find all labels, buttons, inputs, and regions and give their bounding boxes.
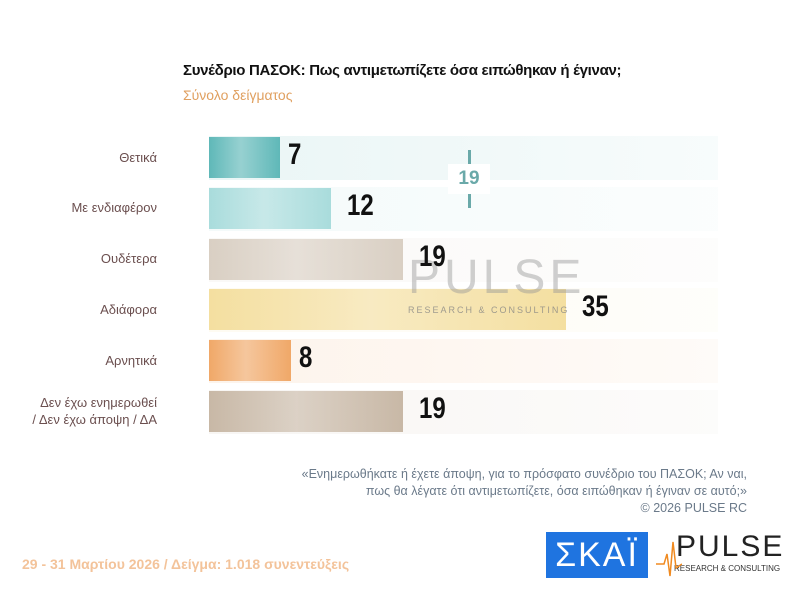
- pulse-logo: PULSE RESEARCH & CONSULTING: [656, 530, 785, 577]
- category-label: Αδιάφορα: [100, 301, 157, 317]
- category-label: Θετικά: [119, 149, 157, 165]
- total-positive-annotation: 19: [448, 150, 490, 208]
- pulse-logo-subtext: RESEARCH & CONSULTING: [674, 564, 781, 573]
- note-line: πως θα λέγατε ότι αντιμετωπίζετε, όσα ει…: [365, 484, 747, 498]
- category-label: Δεν έχω ενημερωθεί / Δεν έχω άποψη / ΔΑ: [32, 395, 157, 427]
- category-label: Με ενδιαφέρον: [71, 200, 157, 216]
- question-note: «Ενημερωθήκατε ή έχετε άποψη, για το πρό…: [302, 466, 747, 517]
- survey-info: 29 - 31 Μαρτίου 2026 / Δείγμα: 1.018 συν…: [22, 556, 350, 572]
- bar-3: [209, 238, 403, 280]
- chart-subtitle: Σύνολο δείγματος: [183, 87, 293, 103]
- category-label: Αρνητικά: [105, 352, 157, 368]
- value-label: 8: [298, 341, 312, 375]
- value-label: 19: [418, 392, 446, 425]
- skai-logo: ΣΚΑΪ: [546, 532, 648, 578]
- note-line: «Ενημερωθήκατε ή έχετε άποψη, για το πρό…: [301, 467, 747, 481]
- bar-5: [209, 340, 291, 382]
- value-label: 7: [288, 138, 302, 171]
- chart-title: Συνέδριο ΠΑΣΟΚ: Πως αντιμετωπίζετε όσα ε…: [183, 62, 622, 79]
- annotation-value: 19: [448, 164, 490, 194]
- value-label: 12: [347, 188, 375, 222]
- bar-2: [209, 187, 332, 229]
- bar-track: [209, 339, 718, 384]
- bar-1: [209, 137, 281, 178]
- category-label: Ουδέτερα: [100, 251, 157, 267]
- ecg-icon: [656, 541, 682, 577]
- copyright: © 2026 PULSE RC: [640, 501, 747, 515]
- pulse-logo-text: PULSE: [676, 530, 785, 563]
- value-label: 35: [582, 290, 609, 324]
- bar-4: [209, 289, 566, 331]
- bar-6: [209, 391, 403, 432]
- value-label: 19: [418, 239, 446, 273]
